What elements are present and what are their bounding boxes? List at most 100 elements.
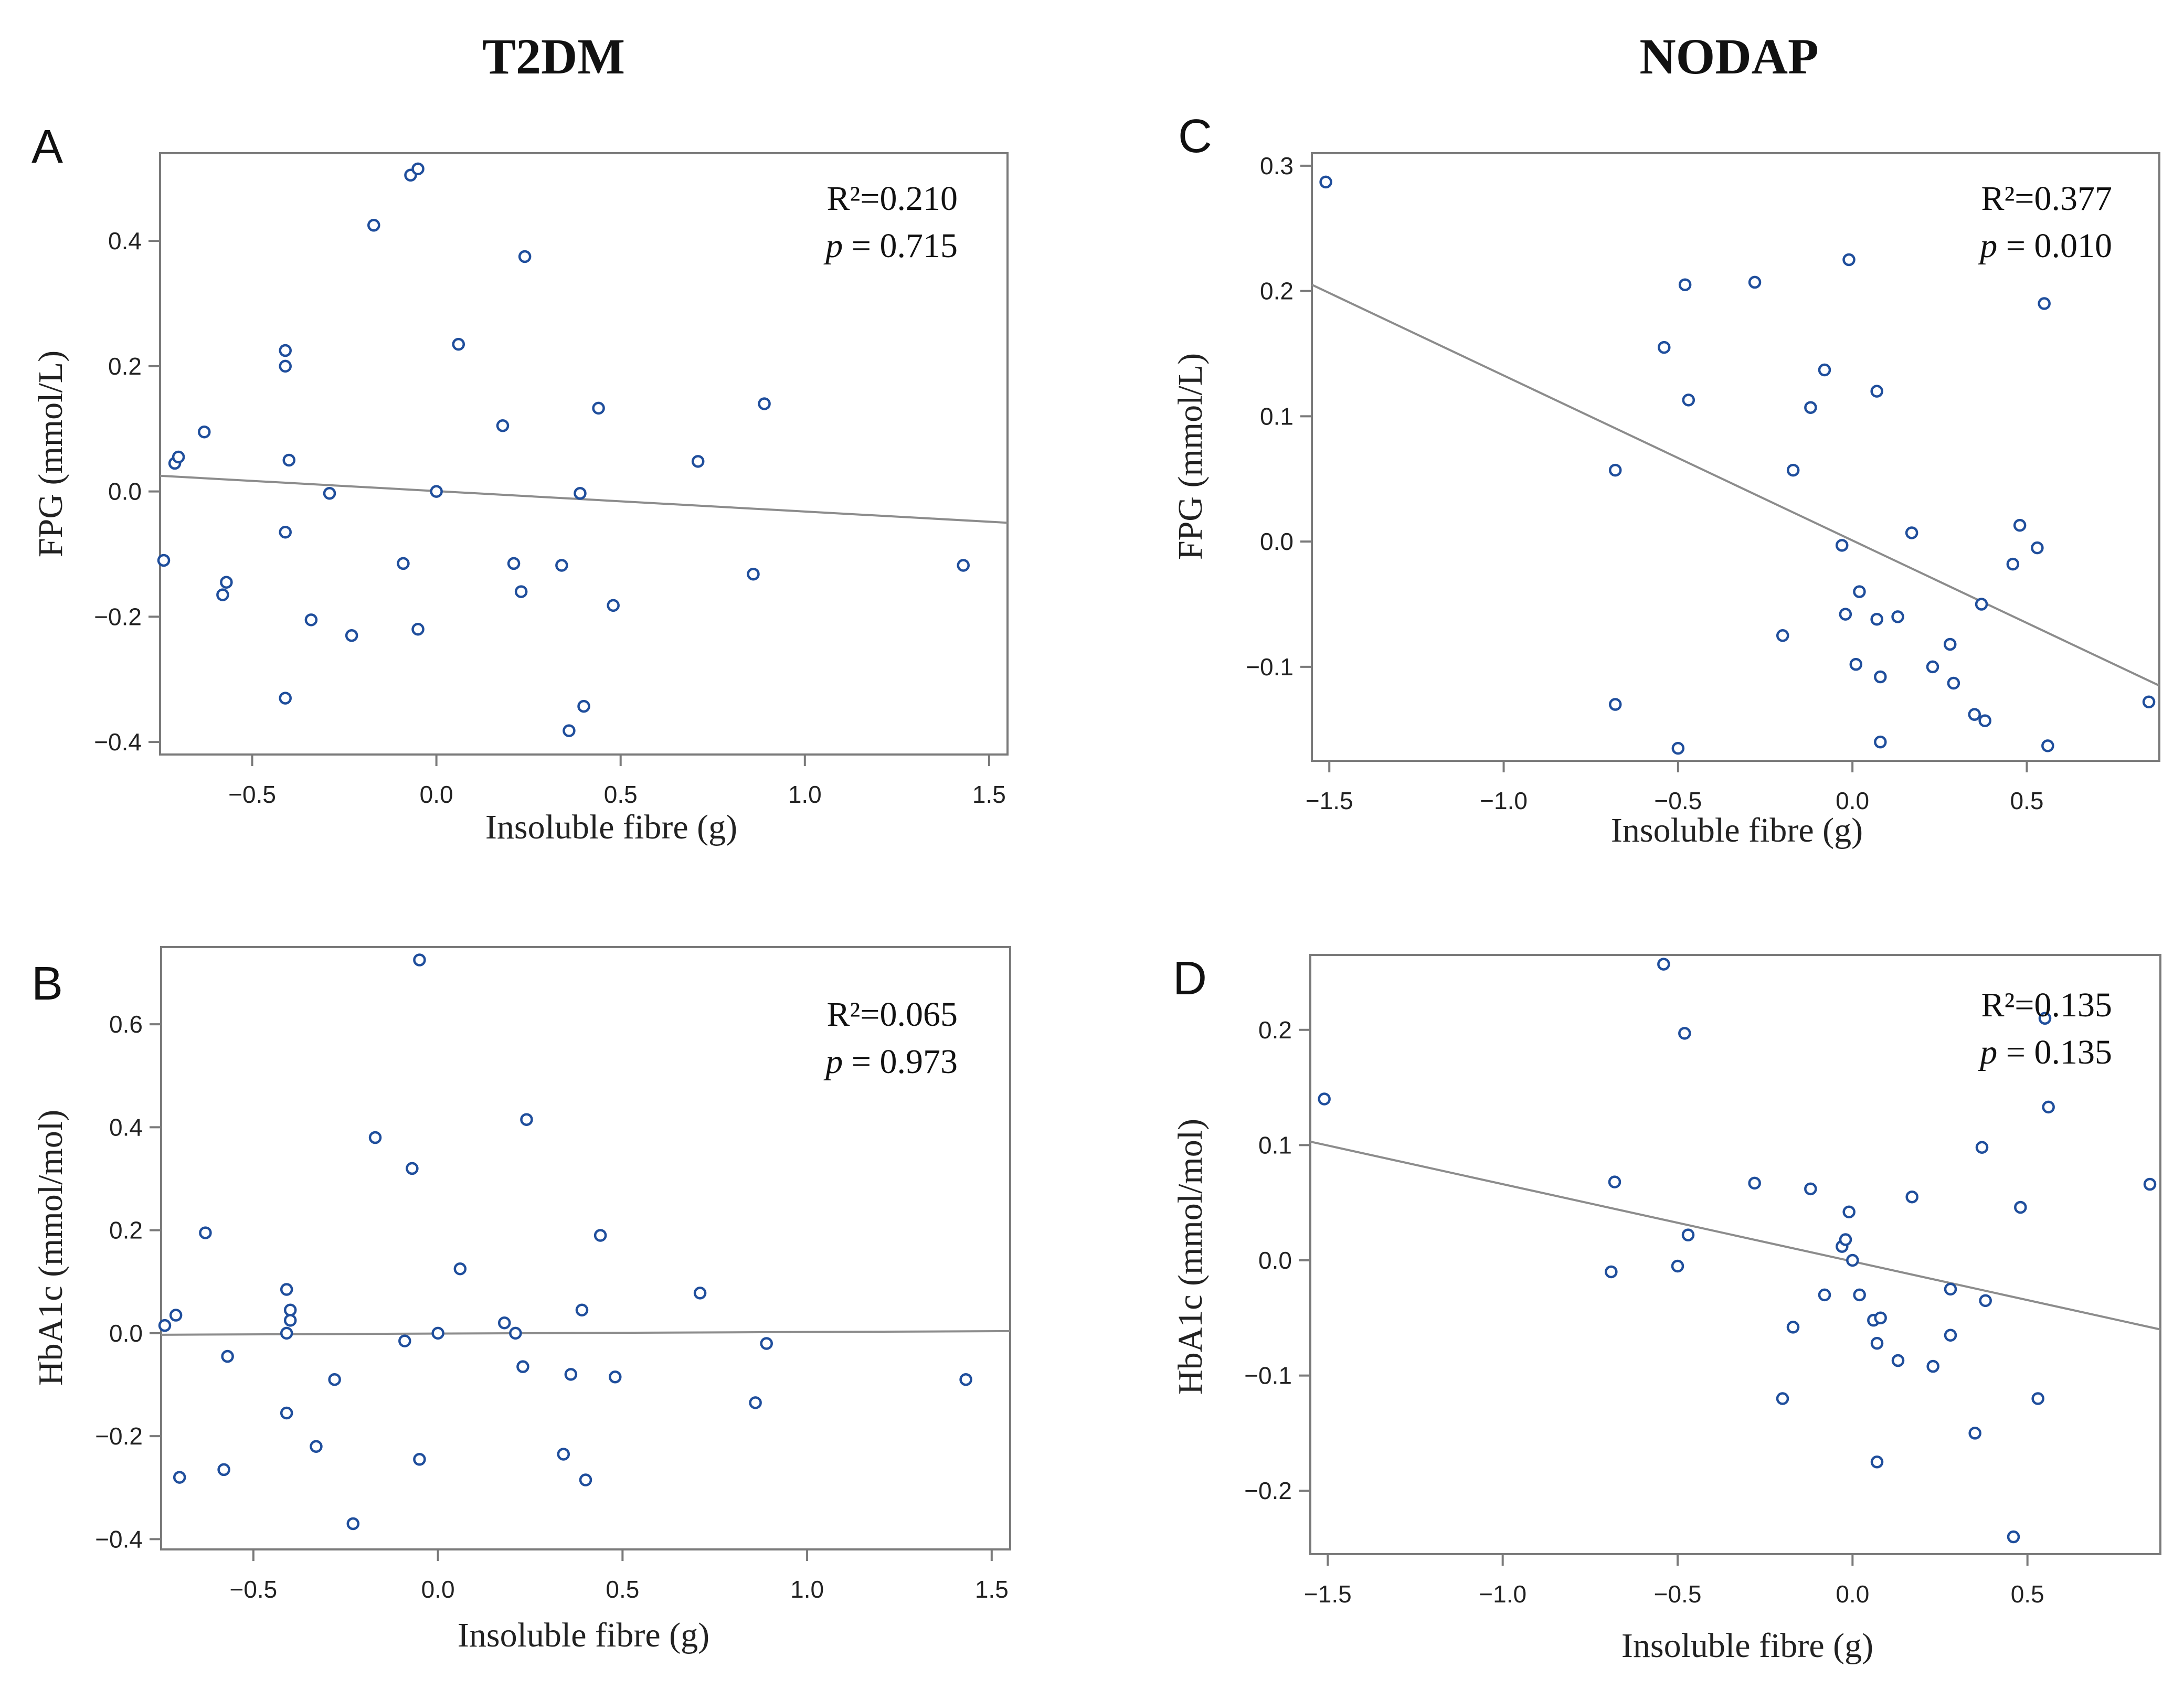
data-point-a <box>279 344 292 357</box>
data-point-d <box>1846 1254 1859 1267</box>
plot-frame-d <box>1309 954 2161 1555</box>
regression-line-c <box>1311 283 2160 687</box>
data-point-b <box>579 1473 592 1486</box>
data-point-b <box>959 1373 972 1386</box>
data-point-a <box>555 559 568 572</box>
data-point-c <box>1853 585 1866 598</box>
stat-r2-a: R²=0.210 <box>826 179 958 218</box>
data-point-b <box>280 1406 293 1420</box>
data-point-d <box>1870 1336 1884 1350</box>
data-point-b <box>169 1309 183 1322</box>
data-point-b <box>158 1319 172 1332</box>
x-tick-label-a: 1.5 <box>972 781 1006 808</box>
data-point-d <box>1926 1359 1939 1373</box>
x-axis-title-d: Insoluble fibre (g) <box>1621 1627 1873 1665</box>
data-point-c <box>1926 660 1939 674</box>
y-tick-label-b: −0.2 <box>95 1422 143 1450</box>
y-tick-label-a: 0.4 <box>108 227 142 254</box>
data-point-c <box>1874 670 1887 684</box>
data-point-b <box>431 1326 444 1340</box>
data-point-d <box>1605 1265 1618 1279</box>
y-tick-label-d: 0.2 <box>1258 1016 1292 1044</box>
y-tick-label-a: −0.4 <box>94 728 142 756</box>
x-tick-label-b: 0.0 <box>421 1576 455 1603</box>
stat-p-symbol-c: p <box>1978 227 1997 265</box>
y-axis-title-b: HbA1c (mmol/mol) <box>31 1110 70 1386</box>
y-tick-label-b: 0.4 <box>109 1113 143 1141</box>
data-point-b <box>693 1287 707 1300</box>
x-tick-label-b: 0.5 <box>606 1576 639 1603</box>
panel-label-c: C <box>1178 110 1212 163</box>
stat-p-symbol-a: p <box>823 227 843 265</box>
panel-c: C −1.5 −1.0 −0.5 0.0 0.5 −0.1 0.0 0.1 0.2 0.3 Insol… <box>1171 110 2160 849</box>
data-point-d <box>1944 1329 1957 1342</box>
y-axis-title-c: FPG (mmol/L) <box>1171 353 1210 560</box>
data-point-d <box>2038 1012 2052 1025</box>
data-point-b <box>593 1229 607 1242</box>
x-tick-label-c: −0.5 <box>1654 787 1702 814</box>
data-point-c <box>2038 297 2051 310</box>
data-point-a <box>592 401 605 415</box>
data-point-b <box>280 1326 293 1340</box>
y-tick-label-a: 0.2 <box>108 353 142 380</box>
data-point-a <box>747 567 760 581</box>
data-point-d <box>1905 1190 1918 1204</box>
x-tick-label-c: −1.5 <box>1306 787 1353 814</box>
panel-a: A −0.5 0.0 0.5 1.0 1.5 −0.4 −0.2 0.0 0.2 0.4 Insolu… <box>31 121 1009 846</box>
data-point-c <box>2142 695 2156 709</box>
data-point-b <box>557 1448 570 1461</box>
panel-label-a: A <box>31 121 63 173</box>
stat-p-symbol-b: p <box>823 1043 843 1081</box>
data-point-b <box>520 1113 533 1126</box>
y-tick-label-d: 0.1 <box>1258 1131 1292 1159</box>
y-tick-label-b: −0.4 <box>95 1525 143 1553</box>
regression-line-a <box>160 474 1008 524</box>
data-point-d <box>1979 1294 1992 1308</box>
data-point-a <box>507 557 521 570</box>
stat-p-value-d: = 0.135 <box>1997 1033 2112 1071</box>
data-point-d <box>1975 1141 1989 1154</box>
y-tick-label-a: 0.0 <box>108 478 142 505</box>
data-point-b <box>749 1396 762 1409</box>
x-tick-label-a: 0.5 <box>604 781 638 808</box>
data-point-b <box>346 1517 360 1531</box>
data-point-a <box>323 486 336 500</box>
x-axis-title-c: Insoluble fibre (g) <box>1611 811 1863 849</box>
data-point-c <box>1905 526 1918 539</box>
data-point-a <box>563 724 576 737</box>
y-tick-label-c: 0.1 <box>1260 402 1294 430</box>
data-point-c <box>1682 394 1695 407</box>
data-point-b <box>564 1368 578 1381</box>
data-point-b <box>310 1440 323 1453</box>
data-point-a <box>279 359 292 373</box>
data-point-c <box>1891 610 1904 623</box>
data-point-d <box>1608 1175 1621 1188</box>
panel-label-d: D <box>1173 952 1207 1005</box>
data-point-d <box>1776 1392 1789 1405</box>
data-point-a <box>397 557 410 570</box>
data-point-c <box>1978 714 1991 727</box>
data-point-b <box>760 1337 773 1350</box>
y-tick-label-c: 0.3 <box>1260 152 1294 179</box>
data-point-c <box>1839 608 1852 621</box>
data-point-a <box>957 559 970 572</box>
data-point-c <box>1943 638 1957 651</box>
data-point-d <box>1818 1288 1831 1302</box>
data-point-c <box>1608 698 1622 711</box>
data-point-c <box>1947 676 1960 690</box>
data-point-c <box>1968 708 1981 721</box>
data-point-d <box>1786 1321 1800 1334</box>
y-axis-title-a: FPG (mmol/L) <box>31 350 70 557</box>
data-point-c <box>1658 341 1671 354</box>
data-point-d <box>2007 1530 2020 1544</box>
regression-line-d <box>1310 1140 2161 1331</box>
data-point-a <box>496 419 510 432</box>
data-point-a <box>282 453 296 467</box>
data-point-a <box>220 576 233 589</box>
x-tick-label-b: 1.5 <box>975 1576 1009 1603</box>
data-point-b <box>283 1303 297 1316</box>
y-tick-label-c: −0.1 <box>1246 653 1294 681</box>
data-point-d <box>1891 1354 1905 1367</box>
x-tick-label-a: −0.5 <box>228 781 276 808</box>
